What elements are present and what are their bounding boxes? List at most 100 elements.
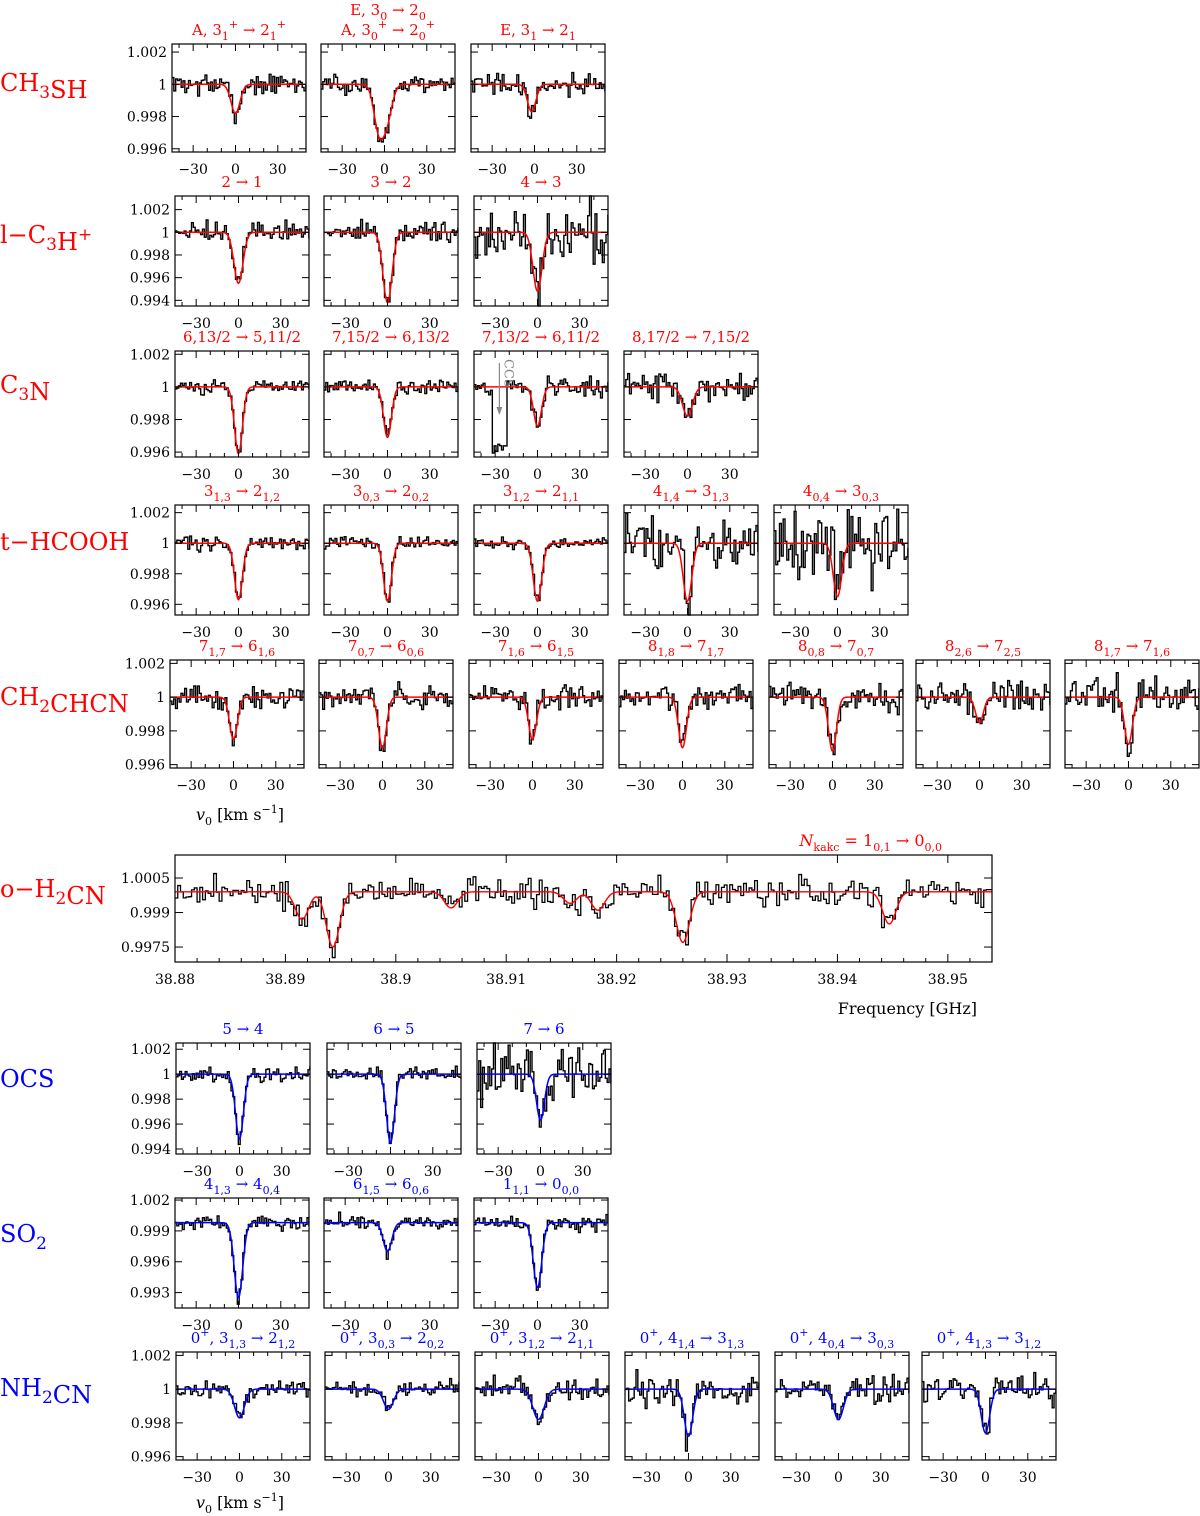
panel-frame [323,195,459,307]
spectrum-panel: −30 0 30 0+, 31,2 → 21,1 [474,1326,610,1486]
spectrum-panel: −30 0 30 1.002 1 0.998 0.996 6,13/2 → 5,11/2 [130,328,310,483]
x-tick-label: 30 [1013,778,1031,794]
spectrum-histogram [175,379,310,453]
transition-label: 70,7 → 60,6 [348,637,424,659]
spectrum-histogram [175,872,992,959]
y-tick-label: 0.998 [127,110,167,126]
y-tick-label: 0.9975 [121,940,170,956]
x-tick-label: 0 [384,1470,393,1486]
x-tick-label: −30 [181,625,211,641]
spectrum-histogram [175,1215,310,1305]
x-tick-label: 30 [422,1470,440,1486]
y-tick-label: 0.996 [131,1450,171,1466]
x-tick-label: −30 [181,1318,211,1334]
panel-frame [618,659,754,769]
x-tick-label: 30 [871,625,889,641]
x-tick-label: −30 [327,162,357,178]
x-tick-label: 38.93 [707,972,747,988]
spectrum-panel: −30 0 30 70,7 → 60,6 [318,637,454,794]
transition-label: 11,1 → 00,0 [503,1175,579,1197]
panel-frame [468,659,604,769]
x-tick-label: 0 [231,162,240,178]
x-tick-label: 0 [234,1318,243,1334]
y-tick-label: 1.002 [130,506,170,522]
spectrum-panel: −30 0 30 1.002 1 0.998 0.996 A, 31+ → 21+ [127,18,307,178]
molecule-label: NH2CN [0,1374,92,1409]
x-tick-label: 30 [721,625,739,641]
spectrum-histogram [1065,672,1200,757]
x-tick-label: 30 [568,162,586,178]
y-tick-label: 0.996 [130,597,170,613]
x-tick-label: 30 [269,162,287,178]
panel-frame [175,1351,311,1461]
transition-label: 6,13/2 → 5,11/2 [183,328,301,346]
panel-frame [323,350,459,458]
y-tick-label: 0.996 [130,1255,170,1271]
panel-frame [624,1351,760,1461]
x-tick-label: −30 [1071,778,1101,794]
x-tick-label: 38.94 [817,972,857,988]
y-tick-label: 0.996 [130,271,170,287]
x-tick-label: 38.9 [380,972,411,988]
y-tick-label: 0.998 [130,567,170,583]
molecule-label: t−HCOOH [0,528,129,556]
spectrum-panel: −30 0 30 40,4 → 30,3 [773,482,909,641]
panel-frame [323,504,459,616]
x-tick-label: 0 [383,467,392,483]
spectrum-histogram [176,1066,311,1146]
y-tick-label: 0.998 [125,724,165,740]
spectrum-panel: −30 0 30 71,6 → 61,5 [468,637,604,794]
x-tick-label: −30 [480,1318,510,1334]
x-tick-label: 30 [571,1318,589,1334]
panel-frame [768,659,904,769]
x-tick-label: 30 [571,625,589,641]
x-tick-label: −30 [182,1470,212,1486]
x-tick-label: 0 [534,1470,543,1486]
y-tick-label: 1 [158,77,167,93]
model-fit-line [625,1388,759,1438]
x-tick-label: −30 [630,467,660,483]
x-tick-label: −30 [781,1470,811,1486]
x-tick-label: −30 [480,625,510,641]
transition-label: 0+, 40,4 → 30,3 [790,1326,895,1351]
model-fit-line [916,696,1050,724]
x-tick-label: 30 [721,467,739,483]
panel-frame [1064,659,1200,769]
x-tick-label: −30 [178,162,208,178]
transition-label: 0+, 41,4 → 31,3 [640,1326,745,1351]
x-tick-label: 38.95 [928,972,968,988]
model-fit-line [176,1388,310,1419]
x-tick-label: 0 [684,1470,693,1486]
spectrum-histogram [474,536,609,602]
spectrum-panel: −30 0 30 8,17/2 → 7,15/2 [623,328,759,483]
model-fit-line [474,231,608,293]
panel-frame [171,43,307,153]
model-fit-line [474,386,608,427]
panel-frame [473,1197,609,1309]
x-tick-label: 0 [678,778,687,794]
x-tick-label: 0 [234,467,243,483]
spectrum-histogram [769,681,904,756]
x-tick-label: −30 [477,162,507,178]
x-tick-label: 30 [716,778,734,794]
panel-frame [623,504,759,616]
x-tick-label: 0 [833,625,842,641]
panel-frame [326,1042,462,1155]
model-fit-line [774,542,908,598]
x-tick-label: 30 [421,316,439,332]
panel-frame [174,195,310,307]
x-tick-label: 0 [229,778,238,794]
y-tick-label: 0.994 [130,293,170,309]
molecule-label: C3N [0,371,50,406]
spectrum-histogram [324,1211,459,1260]
x-tick-label: 30 [1162,778,1180,794]
model-fit-line [324,542,458,603]
panel-frame [174,854,993,963]
panel-frame [169,659,305,769]
x-tick-label: 30 [272,467,290,483]
x-tick-label: −30 [330,316,360,332]
ccs-arrowhead [496,407,503,415]
x-tick-label: 0 [383,1318,392,1334]
molecule-label: CH2CHCN [0,683,129,718]
x-tick-label: 30 [418,162,436,178]
